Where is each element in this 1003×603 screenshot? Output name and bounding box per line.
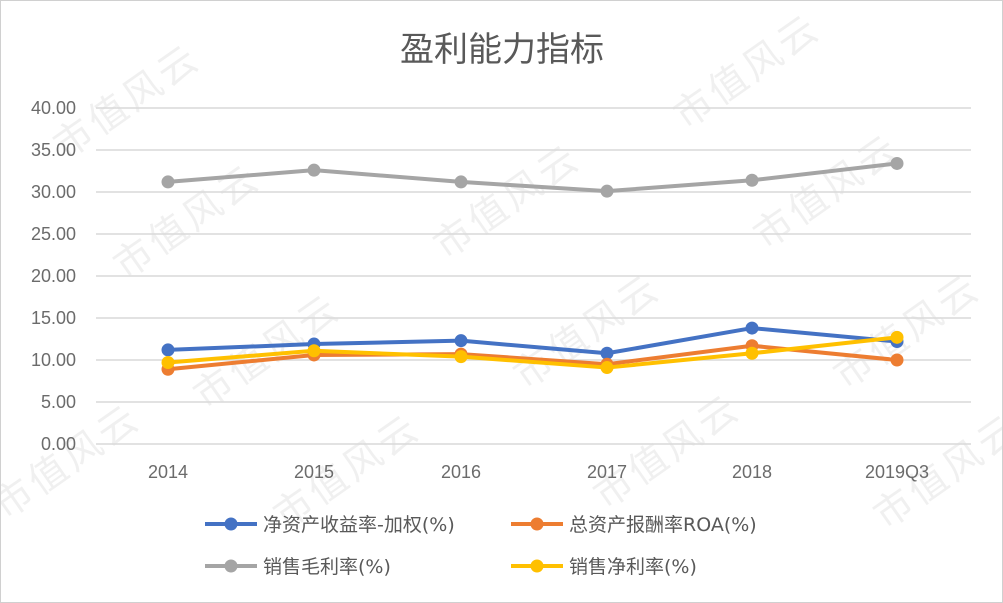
series-line [167, 343, 898, 372]
x-axis-ticks: 2014 2015 2016 2017 2018 2019Q3 [148, 462, 929, 482]
legend-marker [530, 559, 544, 573]
legend-marker [224, 559, 238, 573]
y-axis-ticks: 0.00 5.00 10.00 15.00 20.00 25.00 30.00 35.00 40… [31, 98, 76, 454]
series-line [167, 161, 898, 194]
data-point [600, 346, 614, 360]
y-tick-label: 10.00 [31, 350, 76, 370]
y-tick-label: 30.00 [31, 182, 76, 202]
chart-title: 盈利能力指标 [400, 30, 604, 70]
data-point [745, 321, 759, 335]
data-point [600, 361, 614, 375]
legend-label: 销售净利率(%) [569, 556, 697, 578]
legend-label: 净资产收益率-加权(%) [263, 514, 455, 536]
data-point [454, 175, 468, 189]
data-point [307, 344, 321, 358]
y-tick-label: 40.00 [31, 98, 76, 118]
x-tick-label: 2014 [148, 462, 188, 482]
x-tick-label: 2015 [294, 462, 334, 482]
data-point [600, 184, 614, 198]
x-tick-label: 2016 [441, 462, 481, 482]
data-point [161, 175, 175, 189]
legend-label: 销售毛利率(%) [263, 556, 391, 578]
data-point [161, 356, 175, 370]
y-tick-label: 15.00 [31, 308, 76, 328]
y-tick-label: 0.00 [41, 434, 76, 454]
series-line [167, 326, 898, 356]
x-tick-label: 2017 [587, 462, 627, 482]
y-tick-label: 5.00 [41, 392, 76, 412]
data-point [745, 346, 759, 360]
y-tick-label: 20.00 [31, 266, 76, 286]
y-tick-label: 25.00 [31, 224, 76, 244]
data-point [454, 334, 468, 348]
x-tick-label: 2018 [732, 462, 772, 482]
data-point [307, 163, 321, 177]
legend-marker [530, 517, 544, 531]
data-point [890, 156, 904, 170]
series-line [167, 335, 898, 370]
series-lines [161, 156, 904, 376]
data-point [890, 330, 904, 344]
data-point [890, 353, 904, 367]
data-point [161, 343, 175, 357]
data-point [454, 350, 468, 364]
y-tick-label: 35.00 [31, 140, 76, 160]
legend-label: 总资产报酬率ROA(%) [569, 514, 757, 536]
legend-marker [224, 517, 238, 531]
legend: 净资产收益率-加权(%) 总资产报酬率ROA(%) 销售毛利率(%) 销售净利率(%) [205, 514, 757, 578]
x-tick-label: 2019Q3 [865, 462, 929, 482]
data-point [745, 173, 759, 187]
gridlines [96, 107, 971, 445]
